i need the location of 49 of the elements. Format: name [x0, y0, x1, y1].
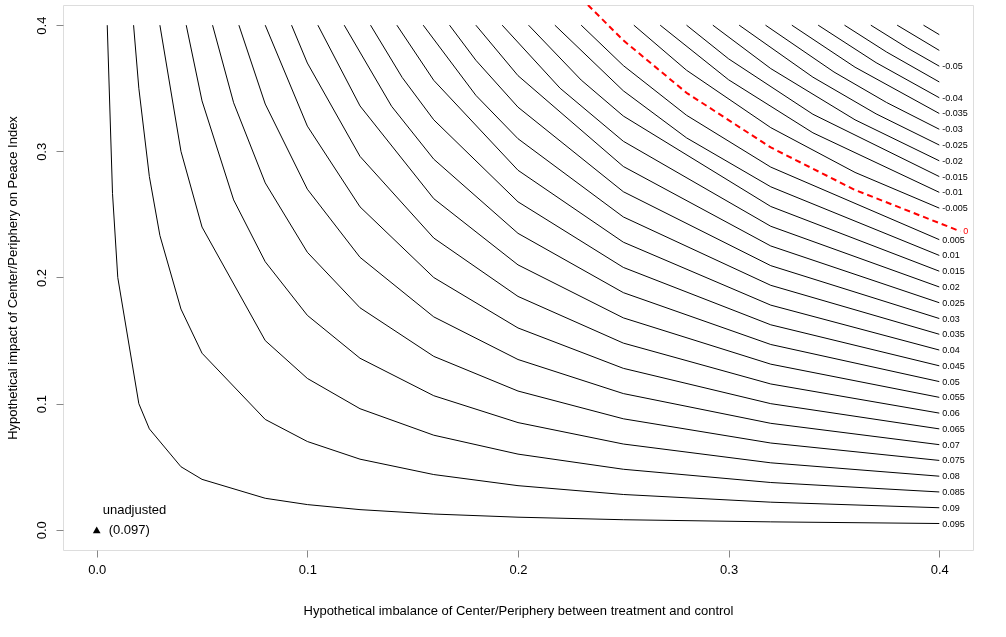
series-label: 0.08: [942, 471, 960, 482]
y-axis-title: Hypothetical impact of Center/Periphery on Peace Index: [4, 115, 20, 440]
line-series: [659, 24, 940, 193]
x-tick-label: 0.1: [298, 561, 317, 577]
series-label: 0.09: [942, 502, 960, 513]
series-label: -0.03: [942, 124, 963, 135]
x-tick-label: 0.2: [509, 561, 528, 577]
series-label: 0.03: [942, 313, 960, 324]
series-label: 0.07: [942, 439, 960, 450]
series-label: -0.05: [942, 61, 963, 72]
series-label: -0.015: [942, 171, 968, 182]
series-label: -0.035: [942, 108, 968, 119]
series-label: -0.02: [942, 155, 963, 166]
x-tick-label: 0.0: [88, 561, 107, 577]
series-label: -0.025: [942, 140, 968, 151]
series-label: 0.015: [942, 266, 965, 277]
series-label: 0.02: [942, 281, 960, 292]
series-label: -0.04: [942, 92, 963, 103]
series-label: 0.045: [942, 360, 965, 371]
y-tick-label: 0.4: [33, 16, 49, 35]
series-label: -0.01: [942, 187, 963, 198]
x-tick-label: 0.4: [930, 561, 949, 577]
line-series: [765, 24, 940, 130]
x-tick-label: 0.3: [720, 561, 739, 577]
series-label: 0.095: [942, 518, 965, 529]
y-tick-label: 0.3: [33, 142, 49, 161]
annotation: (0.097): [108, 521, 150, 537]
series-label: 0.035: [942, 329, 965, 340]
series-label: 0.04: [942, 345, 960, 356]
series-label: 0.075: [942, 455, 965, 466]
y-tick-label: 0.0: [33, 521, 49, 540]
series-label: 0: [963, 226, 969, 237]
series-label: -0.005: [942, 203, 968, 214]
x-axis-title: Hypothetical imbalance of Center/Periphery between treatment and control: [303, 602, 734, 618]
line-series: [686, 24, 940, 178]
series-label: 0.01: [942, 250, 960, 261]
series-label: 0.06: [942, 408, 960, 419]
y-tick-label: 0.1: [33, 395, 49, 414]
series-label: 0.005: [942, 234, 965, 245]
y-tick-label: 0.2: [33, 268, 49, 288]
line-series: [738, 24, 940, 146]
series-label: 0.055: [942, 392, 965, 403]
annotation: unadjusted: [102, 501, 167, 517]
line-series: [633, 24, 940, 209]
line-series: [712, 24, 940, 162]
series-label: 0.065: [942, 423, 965, 434]
series-label: 0.085: [942, 486, 965, 497]
series-label: 0.05: [942, 376, 960, 387]
series-label: 0.025: [942, 297, 965, 308]
